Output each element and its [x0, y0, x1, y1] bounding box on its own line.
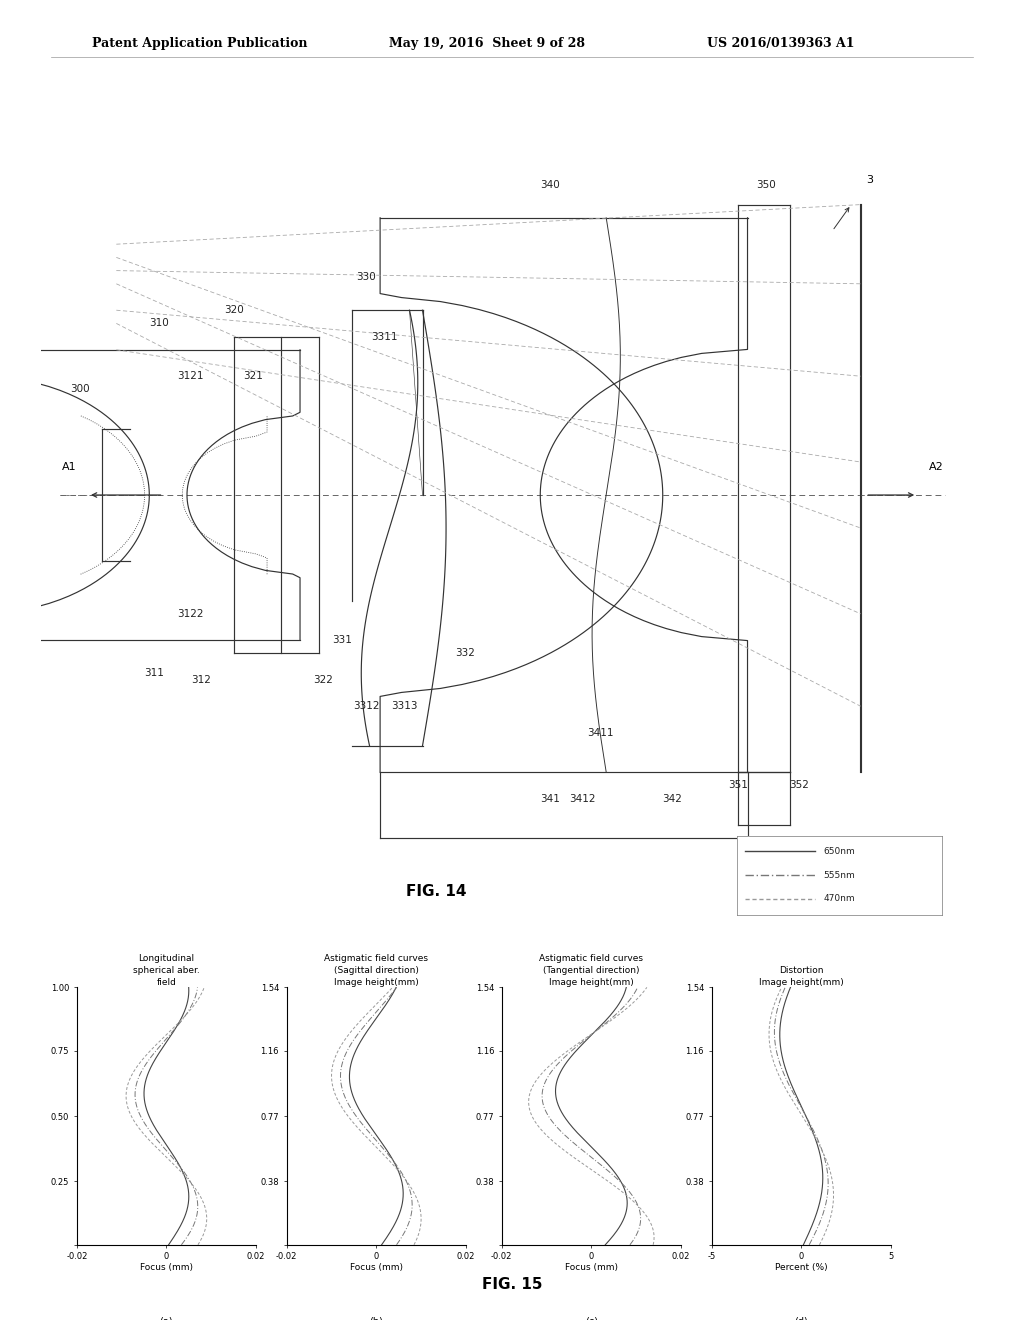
Text: (d): (d)	[795, 1317, 808, 1320]
Text: 3412: 3412	[569, 793, 596, 804]
Text: US 2016/0139363 A1: US 2016/0139363 A1	[707, 37, 854, 50]
Text: 330: 330	[356, 272, 376, 282]
X-axis label: Focus (mm): Focus (mm)	[565, 1263, 617, 1271]
Text: 341: 341	[540, 793, 560, 804]
Text: 3312: 3312	[352, 701, 379, 711]
Text: 312: 312	[191, 675, 211, 685]
Text: 332: 332	[456, 648, 475, 659]
Text: 3313: 3313	[391, 701, 418, 711]
Text: 331: 331	[332, 635, 352, 645]
Text: A2: A2	[929, 462, 943, 471]
Text: 3122: 3122	[177, 609, 204, 619]
Text: 340: 340	[540, 180, 559, 190]
Text: 3411: 3411	[588, 727, 613, 738]
Title: Longitudinal
spherical aber.
field: Longitudinal spherical aber. field	[133, 954, 200, 986]
Text: 555nm: 555nm	[823, 871, 855, 879]
Text: 3311: 3311	[372, 331, 398, 342]
Text: 311: 311	[144, 668, 165, 678]
Text: 322: 322	[313, 675, 334, 685]
Text: 350: 350	[757, 180, 776, 190]
Title: Astigmatic field curves
(Sagittal direction)
Image height(mm): Astigmatic field curves (Sagittal direct…	[325, 954, 428, 986]
Text: (b): (b)	[370, 1317, 383, 1320]
Text: 470nm: 470nm	[823, 895, 855, 903]
X-axis label: Focus (mm): Focus (mm)	[350, 1263, 402, 1271]
Text: 342: 342	[663, 793, 682, 804]
Text: 650nm: 650nm	[823, 847, 855, 855]
Text: (a): (a)	[160, 1317, 173, 1320]
Title: Distortion
Image height(mm): Distortion Image height(mm)	[759, 966, 844, 986]
Text: Patent Application Publication: Patent Application Publication	[92, 37, 307, 50]
Title: Astigmatic field curves
(Tangential direction)
Image height(mm): Astigmatic field curves (Tangential dire…	[540, 954, 643, 986]
X-axis label: Percent (%): Percent (%)	[775, 1263, 827, 1271]
Text: 320: 320	[224, 305, 244, 315]
Text: May 19, 2016  Sheet 9 of 28: May 19, 2016 Sheet 9 of 28	[389, 37, 585, 50]
Text: 300: 300	[71, 384, 90, 395]
Text: 3: 3	[866, 174, 873, 185]
Text: FIG. 15: FIG. 15	[481, 1276, 543, 1292]
Text: 351: 351	[728, 780, 749, 791]
Text: 352: 352	[790, 780, 809, 791]
Text: FIG. 14: FIG. 14	[407, 883, 467, 899]
X-axis label: Focus (mm): Focus (mm)	[140, 1263, 193, 1271]
Text: A1: A1	[61, 462, 77, 471]
Text: 310: 310	[148, 318, 169, 329]
Text: 321: 321	[243, 371, 263, 381]
Text: (c): (c)	[585, 1317, 598, 1320]
Text: 3121: 3121	[177, 371, 204, 381]
